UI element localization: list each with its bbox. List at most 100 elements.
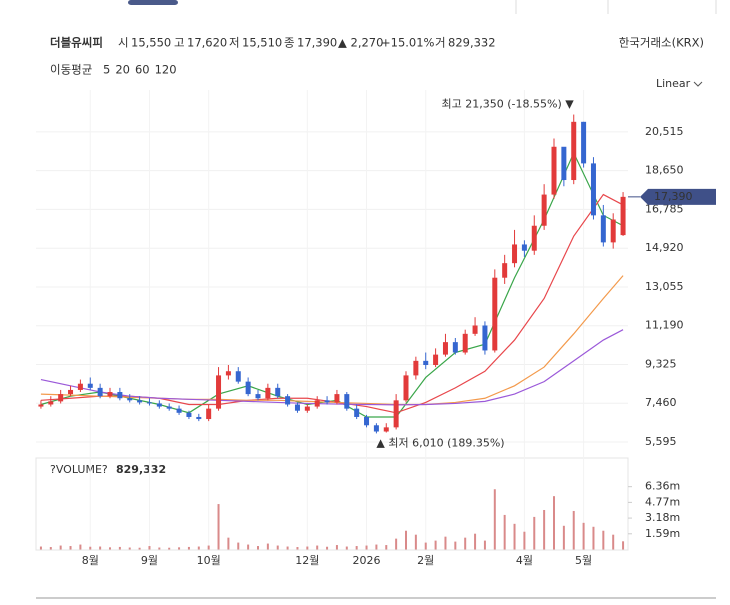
candle-body [373,425,379,432]
candle-body [620,196,626,236]
candle-body [610,219,616,243]
volume-bar [326,546,329,550]
last-price-label: 17,390 [654,190,693,203]
candle-body [255,394,261,399]
volume-bar [276,545,279,550]
candle-body [127,398,133,401]
candle-body [581,121,587,164]
volume-bar [306,546,309,550]
high-label: 고 [174,36,185,50]
volume-bar [69,546,72,550]
volume-bar [395,538,398,550]
close: 17,390 [297,36,337,50]
legend-entry: 120 [155,63,177,77]
candle-body [166,406,172,409]
candle-body [383,427,389,432]
candle-body [87,383,93,388]
tab[interactable] [128,0,178,5]
y-tick-label: 5,595 [645,435,677,448]
candle-body [502,263,508,278]
volume-bar [592,526,595,550]
x-tick-label: 4월 [516,554,533,567]
y-tick-label: 11,190 [645,319,684,332]
volume-bar [434,540,437,550]
candle-body [68,389,74,395]
candle-body [285,396,291,405]
x-tick-label: 10월 [197,554,221,567]
volume-bar [474,533,477,550]
volume-bar [483,540,486,550]
volume-bar [385,545,388,550]
candle-body [137,400,143,403]
volume-bar [562,525,565,550]
volume-bar [454,541,457,550]
y-tick-label: 14,920 [645,241,684,254]
volume-bar [59,545,62,550]
volume-bar [138,547,141,550]
stock-name: 더블유씨피 [50,36,103,50]
volume-bar [89,546,92,550]
volume-bar [237,542,240,550]
volume-bar [553,496,555,550]
close-label: 종 [284,36,295,50]
candle-body [186,412,192,417]
volume-bar [602,530,605,550]
candle-body [413,360,419,376]
candle-body [472,325,478,334]
candle-body [216,375,222,409]
volume-bar [375,544,378,550]
volume-bar [612,534,615,550]
legend-entry: 5 [103,63,110,77]
volume-bar [178,547,181,550]
x-tick-label: 8월 [82,554,99,567]
candle-body [561,146,567,181]
candle-body [452,342,458,353]
volume-bar [296,547,299,550]
candle-body [433,354,439,366]
candle-body [77,383,83,390]
candle-body [482,325,488,351]
volume-bar [582,522,585,550]
min-annotation: ▲ 최저 6,010 (189.35%) [376,436,504,449]
volume-bar [118,546,121,550]
volume-tick-label: 1.59m [645,527,680,540]
last-price-tag [640,188,716,205]
candle-body [265,387,271,399]
candle-body [225,371,231,376]
high: 17,620 [187,36,227,50]
volume-bar [513,523,516,550]
candle-body [176,408,182,413]
candle-body [462,333,468,353]
y-tick-label: 20,515 [645,125,684,138]
candle-body [314,400,320,407]
volume-bar [493,489,496,550]
volume-bar [158,547,161,550]
candle-body [245,381,251,395]
legend-entry: 60 [135,63,150,77]
volume-bar [207,545,210,550]
volume-bar [405,530,407,550]
x-tick-label: 12월 [295,554,319,567]
volume-bar [39,546,42,550]
volume-bar [227,537,230,550]
candle-body [275,387,281,397]
candle-body [48,401,54,405]
change: ▲ 2,270 [338,36,383,50]
volume-bar [257,546,259,550]
candle-body [442,342,448,355]
volume-bar [572,510,575,550]
candle-body [156,403,162,407]
legend-entry: 20 [115,63,130,77]
candle-body [531,225,537,251]
scale-select[interactable]: Linear [656,77,691,90]
volume-bar [523,531,526,550]
dropdown-icon[interactable] [693,81,703,87]
candle-body [58,394,64,402]
volume-bar [365,545,368,550]
candle-body [38,404,44,407]
volume-bar [128,547,131,550]
volume-bar [217,504,220,550]
candle-body [492,277,498,351]
volume-bar [533,516,536,550]
